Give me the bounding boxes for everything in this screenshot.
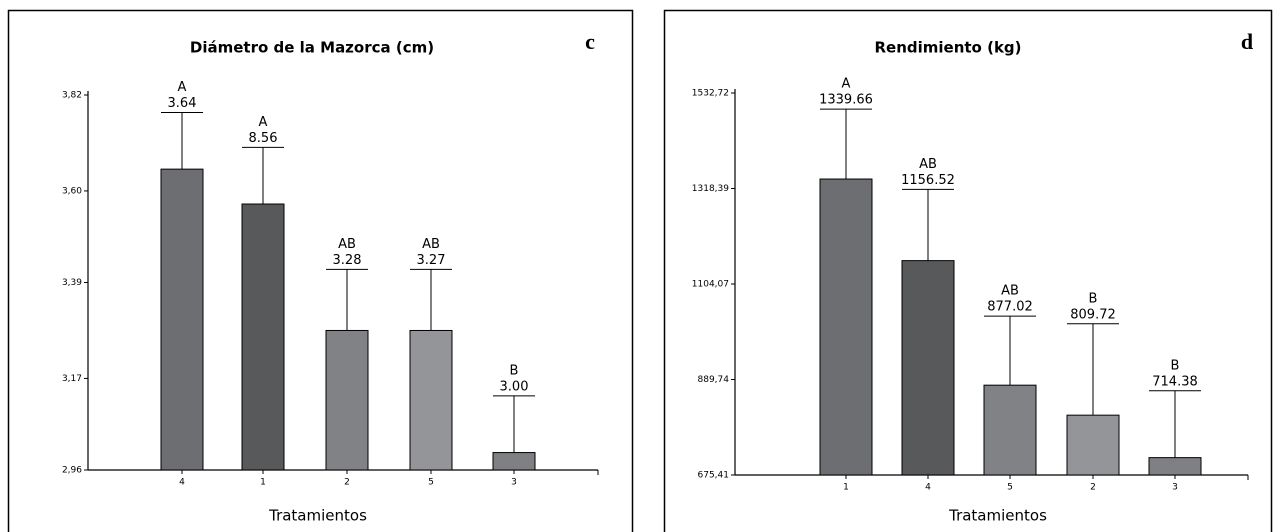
bar — [1066, 414, 1120, 476]
panel-label: c — [585, 29, 595, 54]
y-tick-label: 889,74 — [698, 375, 730, 385]
bar-label: 1156.52 — [901, 173, 955, 188]
x-tick-label: 1 — [843, 483, 849, 493]
x-tick-label: 2 — [344, 478, 350, 488]
significance-letter: A — [178, 80, 187, 95]
significance-letter: A — [842, 77, 851, 92]
bar-label: 8.56 — [249, 131, 278, 146]
panel-label: d — [1241, 29, 1253, 54]
x-tick-label: 1 — [260, 478, 266, 488]
bar-label: 3.64 — [168, 96, 197, 111]
bar-label: 3.28 — [333, 253, 362, 268]
bar — [325, 329, 369, 471]
bar — [492, 452, 536, 471]
panel-frame — [7, 9, 634, 532]
y-tick-label: 2,96 — [62, 466, 82, 476]
panel-frame — [663, 9, 1273, 532]
significance-letter: AB — [919, 157, 937, 172]
y-tick-label: 3,39 — [62, 278, 82, 288]
bar — [241, 203, 285, 471]
y-tick-label: 3,60 — [62, 186, 82, 196]
bar — [819, 178, 873, 476]
bar — [160, 168, 204, 471]
y-tick-label: 3,17 — [62, 374, 82, 384]
x-tick-label: 5 — [428, 478, 434, 488]
bar-label: 714.38 — [1152, 374, 1198, 389]
x-tick-label: 2 — [1090, 483, 1096, 493]
x-axis-label: Tratamientos — [948, 507, 1047, 525]
chart-title: Rendimiento (kg) — [874, 39, 1021, 57]
bar — [409, 329, 453, 471]
significance-letter: B — [510, 363, 519, 378]
significance-letter: A — [259, 115, 268, 130]
bar — [983, 384, 1037, 476]
significance-letter: AB — [338, 237, 356, 252]
x-tick-label: 3 — [1172, 483, 1178, 493]
bar-label: 3.00 — [500, 379, 529, 394]
bar-label: 1339.66 — [819, 93, 873, 108]
y-tick-label: 675,41 — [698, 471, 730, 481]
x-tick-label: 5 — [1007, 483, 1013, 493]
x-axis-label: Tratamientos — [268, 507, 367, 525]
x-tick-label: 3 — [511, 478, 517, 488]
bar-label: 877.02 — [987, 300, 1033, 315]
bar-label: 3.27 — [417, 253, 446, 268]
y-tick-label: 1318,39 — [692, 184, 729, 194]
y-tick-label: 3,82 — [62, 91, 82, 101]
bar — [901, 260, 955, 476]
significance-letter: B — [1171, 358, 1180, 373]
significance-letter: B — [1089, 291, 1098, 306]
y-tick-label: 1104,07 — [692, 279, 729, 289]
bar — [1148, 457, 1202, 476]
x-tick-label: 4 — [925, 483, 931, 493]
y-tick-label: 1532,72 — [692, 89, 729, 99]
bar-label: 809.72 — [1070, 307, 1116, 322]
significance-letter: AB — [1001, 284, 1019, 299]
x-tick-label: 4 — [179, 478, 185, 488]
chart-title: Diámetro de la Mazorca (cm) — [190, 39, 434, 57]
significance-letter: AB — [422, 237, 440, 252]
